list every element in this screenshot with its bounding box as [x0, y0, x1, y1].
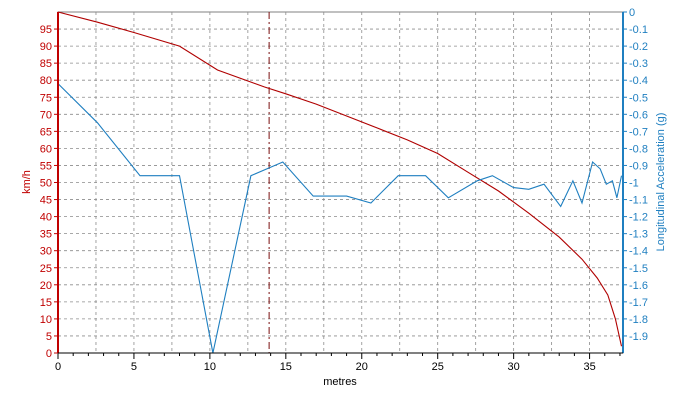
x-tick-label: 25 [432, 361, 444, 373]
left-tick-label: 15 [40, 297, 52, 309]
left-tick-label: 35 [40, 229, 52, 241]
right-tick-label: -0.3 [629, 58, 648, 70]
acceleration-line [57, 83, 623, 354]
x-tick-label: 0 [55, 361, 61, 373]
left-tick-label: 85 [40, 58, 52, 70]
right-tick-label: -0.6 [629, 109, 648, 121]
right-tick-label: 0 [629, 7, 635, 19]
left-tick-label: 95 [40, 24, 52, 36]
x-tick-label: 5 [131, 361, 137, 373]
series-group [57, 11, 623, 354]
right-tick-label: -1.7 [629, 297, 648, 309]
left-tick-label: 60 [40, 143, 52, 155]
x-tick-label: 15 [280, 361, 292, 373]
right-tick-label: -1.8 [629, 314, 648, 326]
right-tick-label: -1.5 [629, 263, 648, 275]
left-axis-ticks: 0 5 10 15 20 25 30 35 40 45 50 55 60 65 70 75 80 85 90 95 [40, 24, 58, 360]
right-tick-label: -0.2 [629, 41, 648, 53]
left-tick-label: 0 [46, 348, 52, 360]
right-axis-title: Longitudinal Acceleration (g) [655, 113, 667, 252]
right-tick-label: -1.4 [629, 246, 648, 258]
left-tick-label: 90 [40, 41, 52, 53]
left-tick-label: 10 [40, 314, 52, 326]
right-tick-label: -0.9 [629, 160, 648, 172]
x-tick-label: 30 [508, 361, 520, 373]
left-tick-label: 25 [40, 263, 52, 275]
right-tick-label: -1.9 [629, 331, 648, 343]
right-axis-ticks: 0 -0.1 -0.2 -0.3 -0.4 -0.5 -0.6 -0.7 -0.8 -0.9 -1 -… [623, 7, 648, 343]
left-tick-label: 5 [46, 331, 52, 343]
right-tick-label: -1.6 [629, 280, 648, 292]
x-tick-label: 20 [356, 361, 368, 373]
right-tick-label: -1.1 [629, 195, 648, 207]
right-tick-label: -0.7 [629, 126, 648, 138]
right-tick-label: -0.4 [629, 75, 648, 87]
left-tick-label: 65 [40, 126, 52, 138]
right-tick-label: -1.3 [629, 229, 648, 241]
x-axis-title: metres [323, 376, 357, 388]
left-tick-label: 40 [40, 212, 52, 224]
left-tick-label: 55 [40, 160, 52, 172]
left-tick-label: 30 [40, 246, 52, 258]
left-tick-label: 75 [40, 92, 52, 104]
grid [58, 12, 623, 353]
left-tick-label: 50 [40, 178, 52, 190]
left-tick-label: 45 [40, 195, 52, 207]
right-tick-label: -0.1 [629, 24, 648, 36]
right-tick-label: -0.5 [629, 92, 648, 104]
x-tick-label: 35 [583, 361, 595, 373]
x-axis-ticks: 0 5 10 15 20 25 30 35 [55, 353, 621, 373]
x-tick-label: 10 [204, 361, 216, 373]
right-tick-label: -0.8 [629, 143, 648, 155]
right-tick-label: -1 [629, 178, 639, 190]
speed-line [57, 11, 623, 347]
right-tick-label: -1.2 [629, 212, 648, 224]
left-tick-label: 20 [40, 280, 52, 292]
left-tick-label: 80 [40, 75, 52, 87]
left-tick-label: 70 [40, 109, 52, 121]
left-axis-title: km/h [21, 170, 33, 194]
